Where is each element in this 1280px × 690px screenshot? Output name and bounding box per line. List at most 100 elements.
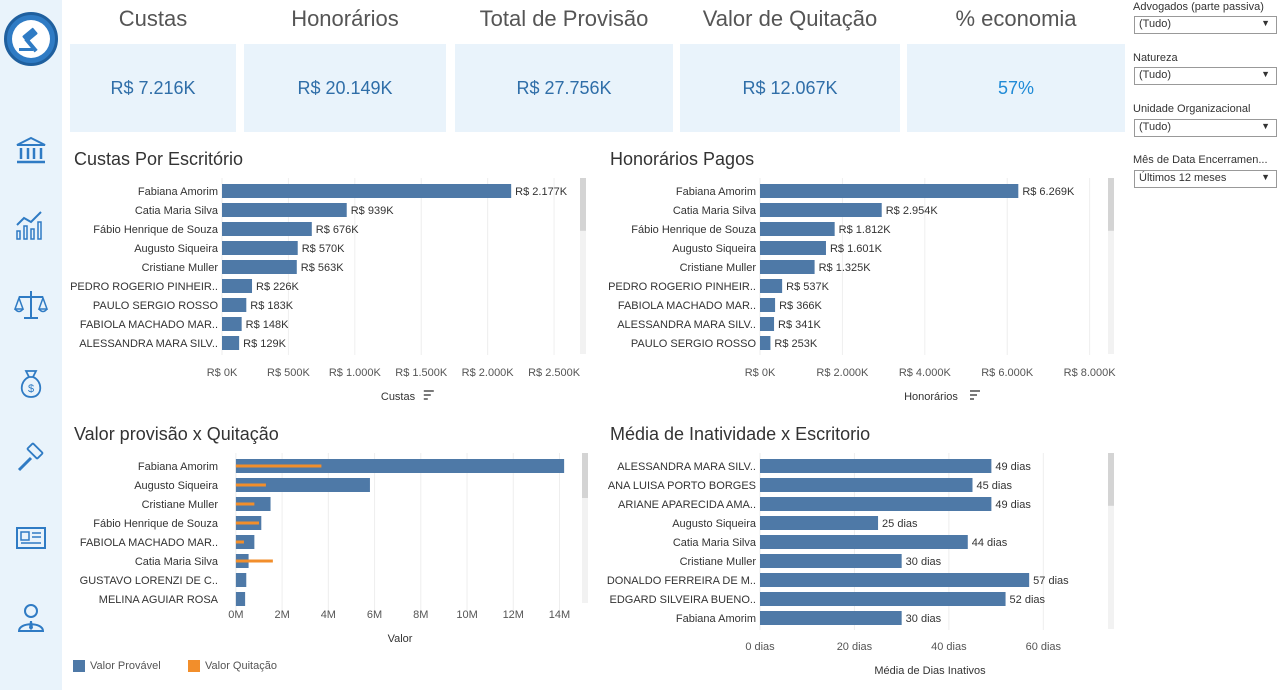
tick-label: R$ 2.000K — [462, 367, 515, 379]
bar[interactable] — [760, 317, 775, 331]
bar[interactable] — [760, 241, 826, 255]
filter-select-mes[interactable]: Últimos 12 meses ▼ — [1134, 170, 1277, 188]
scrollbar-track[interactable] — [582, 453, 588, 603]
kpi-title-total-provisao: Total de Provisão — [479, 6, 649, 31]
filter-select-advogados[interactable]: (Tudo) ▼ — [1134, 16, 1277, 34]
scrollbar-thumb[interactable] — [1108, 453, 1114, 506]
bar[interactable] — [222, 184, 512, 198]
category-label: PEDRO ROGERIO PINHEIR.. — [70, 281, 218, 293]
category-label: Fabiana Amorim — [676, 186, 756, 198]
custas-bar-chart[interactable]: Fabiana Amorim R$ 2.177K Catia Maria Silva… — [62, 176, 602, 406]
bar[interactable] — [760, 222, 835, 236]
category-label: FABIOLA MACHADO MAR.. — [80, 537, 218, 549]
scrollbar-thumb[interactable] — [580, 178, 586, 231]
bar[interactable] — [222, 203, 347, 217]
bar[interactable] — [760, 592, 1006, 606]
chart-title-custas: Custas Por Escritório — [74, 149, 244, 169]
tick-label: R$ 1.500K — [395, 367, 448, 379]
bar[interactable] — [760, 260, 815, 274]
data-label: R$ 366K — [779, 300, 822, 312]
bar[interactable] — [760, 478, 973, 492]
category-label: MELINA AGUIAR ROSA — [99, 594, 219, 606]
bar-valor-quitacao[interactable] — [235, 464, 322, 468]
bar[interactable] — [760, 497, 992, 511]
category-label: Augusto Siqueira — [134, 480, 219, 492]
filter-select-natureza[interactable]: (Tudo) ▼ — [1134, 67, 1277, 85]
bar[interactable] — [760, 573, 1030, 587]
bar[interactable] — [222, 279, 253, 293]
bar-valor-provavel[interactable] — [235, 535, 255, 549]
dropdown-arrow-icon: ▼ — [1261, 172, 1270, 182]
bar-valor-provavel[interactable] — [235, 592, 246, 606]
category-label: Augusto Siqueira — [672, 243, 757, 255]
bar[interactable] — [760, 459, 992, 473]
inatividade-bar-chart[interactable]: ALESSANDRA MARA SILV.. 49 dias ANA LUISA P… — [600, 452, 1120, 680]
bar-valor-provavel[interactable] — [235, 459, 565, 473]
bar-valor-quitacao[interactable] — [235, 540, 244, 544]
newspaper-icon[interactable] — [11, 518, 51, 558]
bar[interactable] — [760, 184, 1019, 198]
bar-valor-quitacao[interactable] — [235, 483, 266, 487]
category-label: DONALDO FERREIRA DE M.. — [607, 575, 756, 587]
money-bag-icon[interactable]: $ — [11, 363, 51, 403]
category-label: Catia Maria Silva — [673, 205, 757, 217]
gavel-logo-icon[interactable] — [4, 12, 58, 66]
bar-valor-provavel[interactable] — [235, 478, 370, 492]
bar[interactable] — [760, 203, 882, 217]
chart-line-icon[interactable] — [11, 205, 51, 245]
category-label: GUSTAVO LORENZI DE C.. — [80, 575, 218, 587]
gavel-icon[interactable] — [11, 440, 51, 480]
bar[interactable] — [222, 260, 297, 274]
data-label: R$ 183K — [250, 300, 293, 312]
kpi-value-economia[interactable]: 57% — [907, 44, 1125, 132]
bar-valor-quitacao[interactable] — [235, 502, 255, 506]
scrollbar-thumb[interactable] — [1108, 178, 1114, 231]
scrollbar-track[interactable] — [1108, 178, 1114, 354]
bar[interactable] — [222, 317, 242, 331]
kpi-title-valor-quitacao: Valor de Quitação — [702, 6, 878, 31]
bar-valor-provavel[interactable] — [235, 573, 247, 587]
category-label: ANA LUISA PORTO BORGES — [608, 480, 756, 492]
kpi-value-valor-quitacao[interactable]: R$ 12.067K — [680, 44, 900, 132]
tick-label: 2M — [274, 609, 289, 621]
provisao-bar-chart[interactable]: Fabiana Amorim Augusto Siqueira Cristiane … — [62, 452, 602, 652]
data-label: 44 dias — [972, 537, 1008, 549]
tick-label: 12M — [503, 609, 524, 621]
kpi-value-total-provisao[interactable]: R$ 27.756K — [455, 44, 673, 132]
bar-valor-quitacao[interactable] — [235, 521, 259, 525]
user-tie-icon[interactable] — [11, 598, 51, 638]
data-label: R$ 6.269K — [1022, 186, 1075, 198]
tick-label: 4M — [321, 609, 336, 621]
scales-icon[interactable] — [11, 285, 51, 325]
bank-icon[interactable] — [11, 130, 51, 170]
bar[interactable] — [760, 336, 771, 350]
scrollbar-thumb[interactable] — [582, 453, 588, 498]
dropdown-arrow-icon: ▼ — [1261, 121, 1270, 131]
scrollbar-track[interactable] — [1108, 453, 1114, 629]
bar[interactable] — [760, 535, 968, 549]
tick-label: 8M — [413, 609, 428, 621]
category-label: Cristiane Muller — [680, 556, 757, 568]
dropdown-arrow-icon: ▼ — [1261, 69, 1270, 79]
bar[interactable] — [760, 279, 783, 293]
bar[interactable] — [760, 611, 902, 625]
honorarios-bar-chart[interactable]: Fabiana Amorim R$ 6.269K Catia Maria Silva… — [600, 176, 1120, 406]
bar[interactable] — [760, 516, 879, 530]
bar[interactable] — [760, 554, 902, 568]
axis-label: Valor — [388, 633, 413, 645]
kpi-value-honorarios[interactable]: R$ 20.149K — [244, 44, 446, 132]
bar-valor-quitacao[interactable] — [235, 559, 273, 563]
category-label: PEDRO ROGERIO PINHEIR.. — [608, 281, 756, 293]
kpi-value-custas[interactable]: R$ 7.216K — [70, 44, 236, 132]
filter-select-unidade[interactable]: (Tudo) ▼ — [1134, 119, 1277, 137]
bar[interactable] — [222, 241, 298, 255]
chart-title-inatividade: Média de Inatividade x Escritorio — [610, 424, 871, 444]
bar[interactable] — [222, 222, 312, 236]
legend-valor-quitacao[interactable]: Valor Quitação — [188, 660, 277, 672]
legend-swatch-provavel — [73, 660, 85, 672]
bar[interactable] — [760, 298, 776, 312]
bar[interactable] — [222, 336, 240, 350]
legend-valor-provavel[interactable]: Valor Provável — [73, 660, 161, 672]
scrollbar-track[interactable] — [580, 178, 586, 354]
bar[interactable] — [222, 298, 247, 312]
